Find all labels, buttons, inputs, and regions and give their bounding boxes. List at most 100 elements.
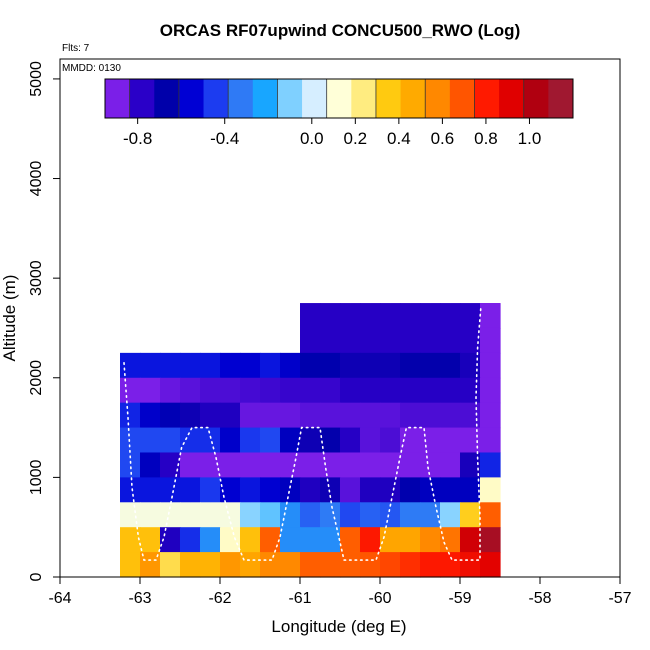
heatmap-cell: [440, 502, 461, 528]
heatmap-cell: [240, 477, 261, 503]
heatmap-cell: [340, 352, 361, 379]
heatmap-cell: [240, 527, 261, 553]
colorbar-swatch: [252, 79, 278, 118]
heatmap-cell: [120, 352, 141, 379]
heatmap-cell: [380, 452, 401, 478]
heatmap-cell: [440, 303, 461, 329]
colorbar-swatch: [105, 79, 131, 118]
colorbar-swatch: [449, 79, 475, 118]
y-axis: 0 1000 2000 3000 4000 5000: [28, 61, 60, 581]
heatmap-cell: [280, 477, 301, 503]
heatmap-cell: [440, 402, 461, 429]
heatmap-cell: [480, 477, 501, 503]
heatmap-cell: [440, 527, 461, 553]
heatmap-cell: [460, 377, 481, 404]
heatmap-cell: [300, 427, 321, 454]
heatmap-cell: [240, 352, 261, 379]
heatmap-cell: [260, 527, 281, 553]
heatmap-cell: [460, 477, 481, 503]
heatmap-cell: [460, 327, 481, 354]
heatmap-cell: [320, 527, 341, 553]
heatmap-cell: [360, 452, 381, 478]
heatmap-cell: [200, 552, 221, 578]
heatmap-cell: [340, 303, 361, 329]
heatmap-cell: [340, 402, 361, 429]
heatmap-cell: [380, 352, 401, 379]
heatmap-cell: [340, 377, 361, 404]
heatmap-cell: [420, 327, 441, 354]
heatmap-cell: [460, 402, 481, 429]
heatmap-cell: [260, 502, 281, 528]
heatmap-cell: [440, 452, 461, 478]
heatmap-cell: [140, 552, 161, 578]
heatmap-cell: [400, 303, 421, 329]
heatmap-cell: [420, 452, 441, 478]
heatmap-cell: [400, 377, 421, 404]
heatmap-cell: [440, 352, 461, 379]
heatmap-cell: [240, 552, 261, 578]
x-tick-label: -64: [48, 590, 71, 607]
colorbar-swatch: [203, 79, 229, 118]
heatmap-cell: [120, 552, 141, 578]
heatmap-cell: [340, 477, 361, 503]
heatmap-cell: [300, 352, 321, 379]
heatmap-cell: [420, 527, 441, 553]
heatmap-cell: [440, 377, 461, 404]
colorbar-swatch: [277, 79, 303, 118]
heatmap-cell: [220, 427, 241, 454]
flight-track-line: [123, 307, 482, 561]
heatmap-cell: [140, 377, 161, 404]
heatmap-cell: [480, 452, 501, 478]
heatmap-cell: [180, 502, 201, 528]
heatmap-cell: [480, 402, 501, 429]
heatmap-cell: [480, 502, 501, 528]
colorbar-swatch: [474, 79, 500, 118]
heatmap-cell: [400, 452, 421, 478]
heatmap-cell: [380, 402, 401, 429]
heatmap-cell: [280, 452, 301, 478]
colorbar-tick-label: 0.0: [300, 129, 324, 148]
date-annotation: MMDD: 0130: [62, 63, 121, 74]
colorbar-tick-label: -0.4: [210, 129, 239, 148]
heatmap-cell: [300, 527, 321, 553]
heatmap-cell: [480, 303, 500, 304]
heatmap-cell: [300, 477, 321, 503]
x-tick-label: -59: [448, 590, 471, 607]
colorbar-swatch: [523, 79, 549, 118]
heatmap-cell: [380, 552, 401, 578]
heatmap-cell: [300, 452, 321, 478]
colorbar-swatch: [400, 79, 426, 118]
heatmap-cell: [320, 552, 341, 578]
y-axis-label: Altitude (m): [0, 275, 19, 362]
heatmap-cell: [300, 402, 321, 429]
heatmap-cell: [280, 552, 301, 578]
heatmap-cell: [220, 477, 241, 503]
heatmap-cell: [340, 502, 361, 528]
plot-frame: [59, 58, 621, 578]
heatmap-cell: [360, 502, 381, 528]
heatmap-cell: [120, 527, 141, 553]
heatmap-cell: [160, 502, 181, 528]
colorbar-swatch: [228, 79, 254, 118]
heatmap-cell: [220, 452, 241, 478]
heatmap-cell: [280, 352, 301, 379]
heatmap-cell: [220, 552, 241, 578]
heatmap-cell: [180, 402, 201, 429]
heatmap-cell: [440, 327, 461, 354]
heatmap-cell: [480, 427, 501, 454]
heatmap-cell: [360, 352, 381, 379]
heatmap-cell: [360, 477, 381, 503]
colorbar: -0.8 -0.4 0.0 0.2 0.4 0.6 0.8 1.0: [104, 78, 574, 148]
heatmap-cell: [180, 427, 201, 454]
heatmap-cell: [200, 352, 221, 379]
heatmap-cell: [320, 427, 341, 454]
heatmap-cell: [480, 327, 501, 354]
heatmap-cell: [460, 502, 481, 528]
colorbar-border: [104, 78, 574, 119]
colorbar-swatch: [548, 79, 574, 118]
colorbar-tick-label: 0.4: [387, 129, 411, 148]
heatmap-cell: [380, 427, 401, 454]
heatmap-cell: [340, 427, 361, 454]
heatmap-cell: [180, 377, 201, 404]
